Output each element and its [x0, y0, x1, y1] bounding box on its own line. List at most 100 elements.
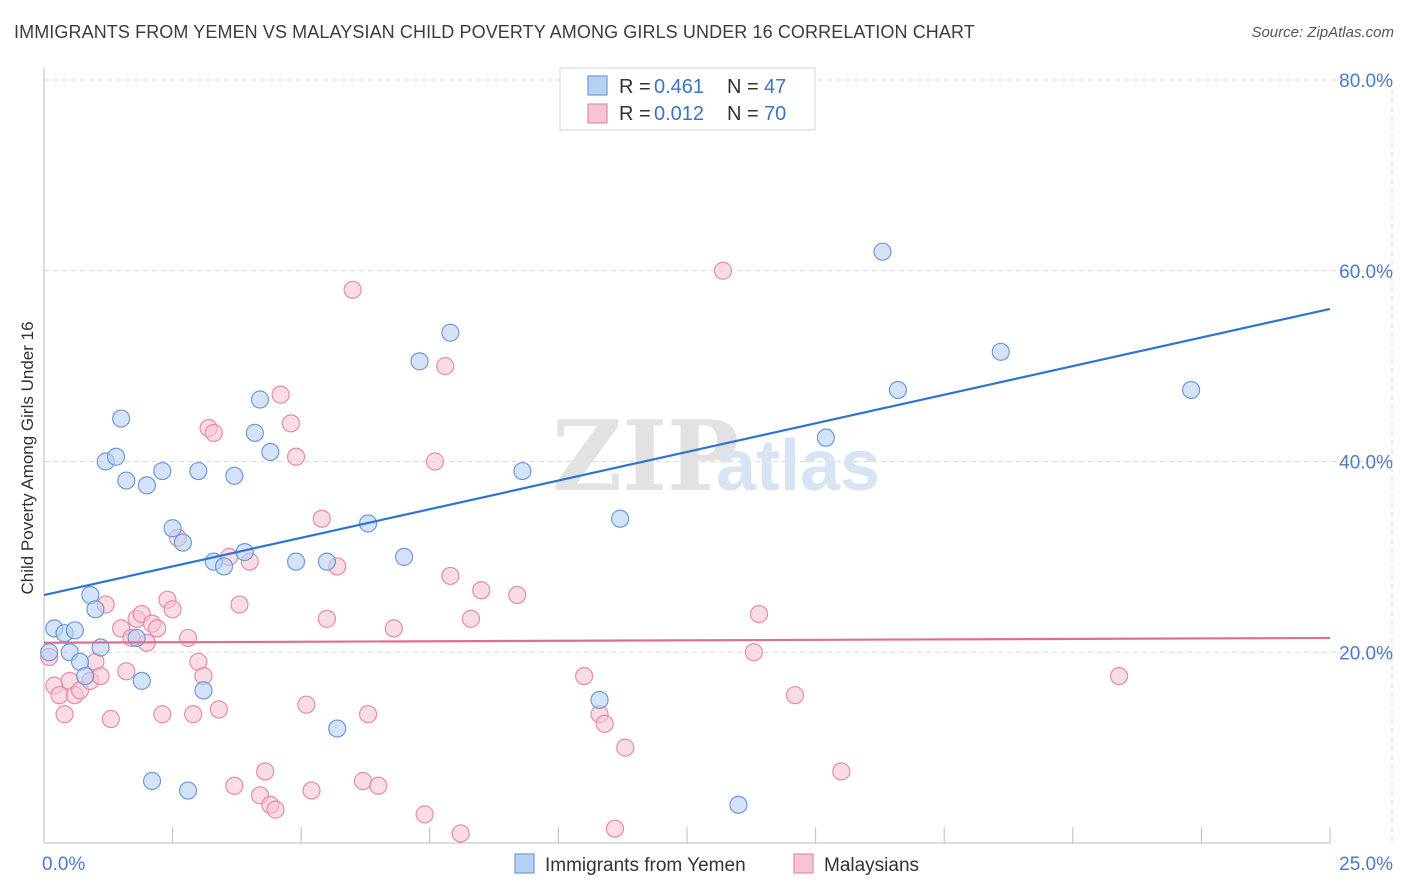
malaysians-point — [436, 357, 455, 376]
malaysians-point — [256, 762, 275, 781]
malaysians-point — [785, 686, 805, 705]
series-legend: Immigrants from Yemen Malaysians — [514, 853, 919, 876]
chart-title: IMMIGRANTS FROM YEMEN VS MALAYSIAN CHILD… — [14, 22, 975, 42]
malaysians-point — [451, 824, 470, 843]
malaysians-point — [266, 800, 285, 819]
malaysians-point — [163, 600, 182, 619]
yemen-point — [394, 547, 414, 566]
legend-r-value-yemen: 0.461 — [654, 76, 704, 98]
malaysians-point — [461, 609, 481, 628]
watermark-atlas: atlas — [716, 426, 880, 506]
legend-n-value-yemen: 47 — [764, 76, 786, 98]
series-legend-label-yemen: Immigrants from Yemen — [545, 855, 746, 876]
malaysians-point — [713, 261, 733, 280]
malaysians-point — [286, 447, 306, 466]
yemen-point — [127, 628, 146, 648]
legend-r-label-yemen: R = — [619, 76, 651, 98]
malaysians-points — [40, 261, 1129, 843]
malaysians-point — [384, 619, 403, 638]
legend-n-label-malaysians: N = — [727, 103, 759, 125]
malaysians-point — [101, 709, 120, 729]
watermark: ZIP atlas — [552, 400, 880, 513]
malaysians-point — [117, 662, 136, 681]
y-tick-label: 20.0% — [1339, 643, 1393, 664]
watermark-zip: ZIP — [552, 400, 739, 513]
yemen-point — [250, 390, 270, 409]
yemen-point — [513, 461, 532, 481]
y-tick-label: 80.0% — [1339, 71, 1393, 92]
yemen-point — [76, 666, 95, 686]
series-legend-label-malaysians: Malaysians — [824, 855, 919, 876]
yemen-point — [106, 447, 126, 466]
legend-r-label-malaysians: R = — [619, 103, 651, 125]
malaysians-point — [369, 776, 388, 795]
yemen-point — [410, 352, 429, 371]
x-tick-labels: 0.0% 25.0% — [42, 854, 1393, 875]
yemen-point — [317, 552, 337, 571]
malaysians-point — [425, 452, 445, 471]
malaysians-point — [50, 686, 69, 705]
yemen-point — [178, 781, 198, 800]
axes — [43, 68, 1331, 844]
malaysians-point — [302, 781, 321, 800]
legend-swatch-yemen — [587, 75, 608, 96]
malaysians-point — [153, 705, 172, 724]
y-axis-label: Child Poverty Among Girls Under 16 — [18, 321, 37, 594]
y-tick-label: 60.0% — [1339, 262, 1393, 283]
yemen-point — [729, 795, 748, 814]
yemen-point — [991, 342, 1010, 361]
malaysians-point — [209, 700, 228, 719]
series-legend-swatch-yemen — [514, 853, 535, 874]
legend-swatch-malaysians — [587, 103, 608, 124]
malaysians-point — [472, 581, 491, 600]
yemen-point — [816, 428, 835, 447]
yemen-point — [245, 423, 265, 442]
yemen-point — [441, 323, 460, 342]
malaysians-trend-line — [43, 636, 1331, 644]
malaysians-point — [55, 705, 74, 724]
malaysians-point — [1109, 666, 1129, 686]
malaysians-point — [312, 509, 331, 528]
malaysians-point — [281, 414, 301, 433]
yemen-point — [86, 600, 105, 619]
yemen-point — [873, 242, 892, 261]
malaysians-point — [178, 628, 198, 648]
malaysians-point — [595, 714, 614, 733]
malaysians-point — [353, 771, 373, 791]
correlation-legend: R = 0.461 N = 47 R = 0.012 N = 70 — [559, 67, 816, 131]
y-tick-label: 40.0% — [1339, 453, 1393, 474]
malaysians-point — [415, 805, 434, 824]
yemen-points — [40, 242, 1201, 814]
legend-n-value-malaysians: 70 — [764, 103, 786, 125]
malaysians-point — [575, 666, 594, 686]
malaysians-point — [317, 609, 337, 628]
malaysians-point — [297, 695, 316, 714]
yemen-point — [611, 509, 630, 528]
series-legend-swatch-malaysians — [793, 853, 814, 874]
gridlines — [44, 79, 1393, 843]
yemen-point — [65, 621, 84, 640]
malaysians-point — [744, 643, 763, 662]
x-tick-label: 0.0% — [42, 854, 85, 875]
malaysians-point — [343, 280, 362, 299]
yemen-point — [189, 461, 208, 481]
yemen-point — [888, 380, 908, 400]
malaysians-point — [204, 423, 223, 442]
yemen-point — [590, 690, 609, 710]
yemen-point — [173, 533, 192, 552]
trend-lines — [43, 307, 1331, 644]
malaysians-point — [271, 385, 290, 404]
malaysians-point — [441, 566, 460, 586]
yemen-point — [225, 466, 244, 485]
legend-n-label-yemen: N = — [727, 76, 759, 98]
malaysians-point — [508, 585, 527, 605]
yemen-point — [1182, 380, 1201, 400]
yemen-point — [132, 671, 151, 690]
yemen-point — [214, 557, 234, 576]
yemen-point — [261, 442, 280, 462]
legend-r-value-malaysians: 0.012 — [654, 103, 704, 125]
yemen-point — [137, 476, 156, 495]
yemen-point — [194, 681, 213, 700]
yemen-point — [286, 552, 306, 571]
